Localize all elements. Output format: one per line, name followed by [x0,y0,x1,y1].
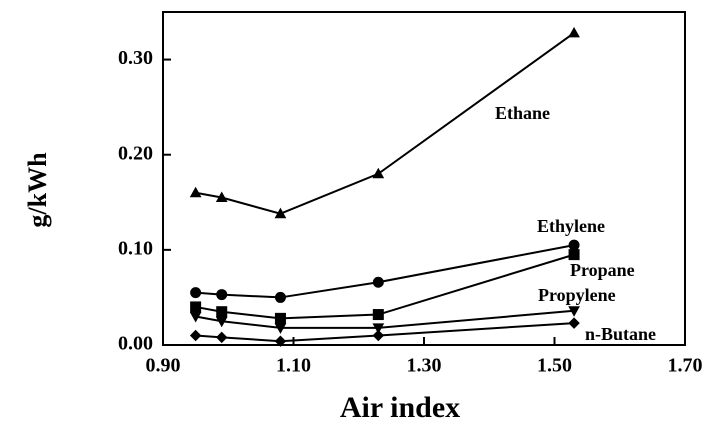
marker [274,323,287,334]
marker [274,207,287,219]
y-tick-label: 0.10 [118,237,153,259]
marker [274,291,286,303]
marker [372,276,384,288]
series-label: Propane [570,260,635,280]
x-tick-label: 1.50 [537,355,572,377]
marker [216,289,228,301]
marker [189,186,202,198]
y-axis-label: g/kWh [23,152,52,228]
marker [372,309,384,321]
series-line [195,322,575,343]
y-tick-label: 0.30 [118,47,153,69]
y-tick-label: 0.00 [118,333,153,355]
marker [274,335,287,347]
marker [372,329,385,342]
marker [189,329,202,342]
marker [216,331,228,344]
marker [189,311,202,323]
series-line [195,253,575,320]
marker [568,239,580,251]
series-label: Ethane [495,103,550,123]
marker [568,317,580,329]
y-tick-label: 0.20 [118,142,153,164]
marker [568,249,580,261]
x-axis-label: Air index [340,391,460,424]
marker [190,301,202,313]
marker [215,316,228,328]
x-tick-label: 0.90 [146,355,181,377]
marker [568,26,580,38]
marker [568,306,580,317]
x-tick-label: 1.10 [276,355,311,377]
series-label: n-Butane [585,324,656,344]
marker [274,312,286,324]
marker [372,167,385,179]
marker [215,191,228,203]
marker [372,323,385,334]
marker [216,306,228,318]
marker [190,287,202,299]
series-line [195,32,575,215]
series-label: Propylene [538,285,616,305]
series-label: Ethylene [537,216,605,236]
x-tick-label: 1.70 [668,355,703,377]
x-tick-label: 1.30 [407,355,442,377]
